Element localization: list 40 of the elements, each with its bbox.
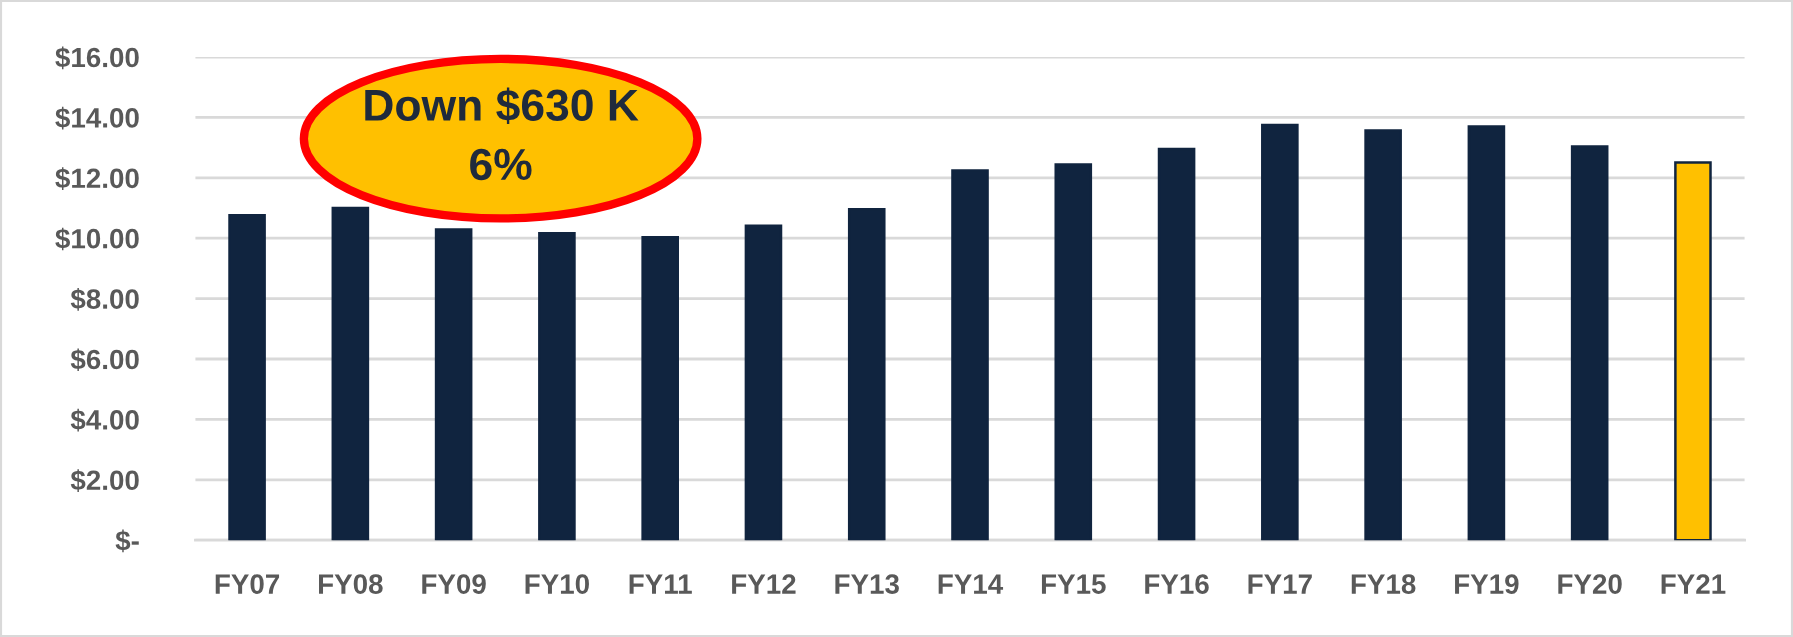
x-tick-label: FY20 xyxy=(1558,574,1622,594)
x-tick-label: FY19 xyxy=(1455,574,1519,594)
bar xyxy=(847,207,886,541)
y-tick-label: $8.00 xyxy=(70,288,139,311)
bar xyxy=(1261,123,1299,541)
x-tick-label: FY14 xyxy=(938,574,1004,594)
bar xyxy=(1054,163,1093,541)
bar xyxy=(1674,161,1712,541)
bar xyxy=(744,224,783,541)
bar xyxy=(228,214,266,541)
y-tick-label: $14.00 xyxy=(55,106,139,130)
bar xyxy=(331,206,370,541)
x-tick-label: FY08 xyxy=(319,574,383,594)
x-tick-label: FY10 xyxy=(525,574,589,594)
bar xyxy=(1364,129,1402,541)
bar xyxy=(1570,145,1609,541)
bar xyxy=(434,228,473,541)
bar xyxy=(1157,147,1196,541)
y-tick-label: $- xyxy=(115,529,139,553)
bar xyxy=(538,232,576,541)
y-tick-label: $12.00 xyxy=(55,167,139,190)
x-tick-label: FY11 xyxy=(629,574,692,594)
x-tick-label: FY16 xyxy=(1145,574,1209,594)
bar xyxy=(951,169,989,541)
y-tick-label: $2.00 xyxy=(70,469,139,492)
y-tick-label: $6.00 xyxy=(70,348,139,372)
bar xyxy=(1467,125,1506,541)
bar xyxy=(641,236,679,541)
x-tick-label: FY21 xyxy=(1661,574,1726,594)
annotation: Down $630 K 6% xyxy=(365,87,639,181)
x-tick-label: FY18 xyxy=(1351,574,1416,594)
x-tick-label: FY13 xyxy=(835,574,899,594)
y-tick-label: $16.00 xyxy=(55,46,139,70)
x-tick-label: FY15 xyxy=(1041,574,1106,594)
x-tick-label: FY17 xyxy=(1248,574,1312,594)
y-tick-label: $10.00 xyxy=(55,227,139,251)
x-tick-label: FY09 xyxy=(422,574,486,594)
y-tick-label: $4.00 xyxy=(70,408,139,432)
x-tick-label: FY07 xyxy=(215,574,280,594)
x-tick-label: FY12 xyxy=(732,574,796,594)
